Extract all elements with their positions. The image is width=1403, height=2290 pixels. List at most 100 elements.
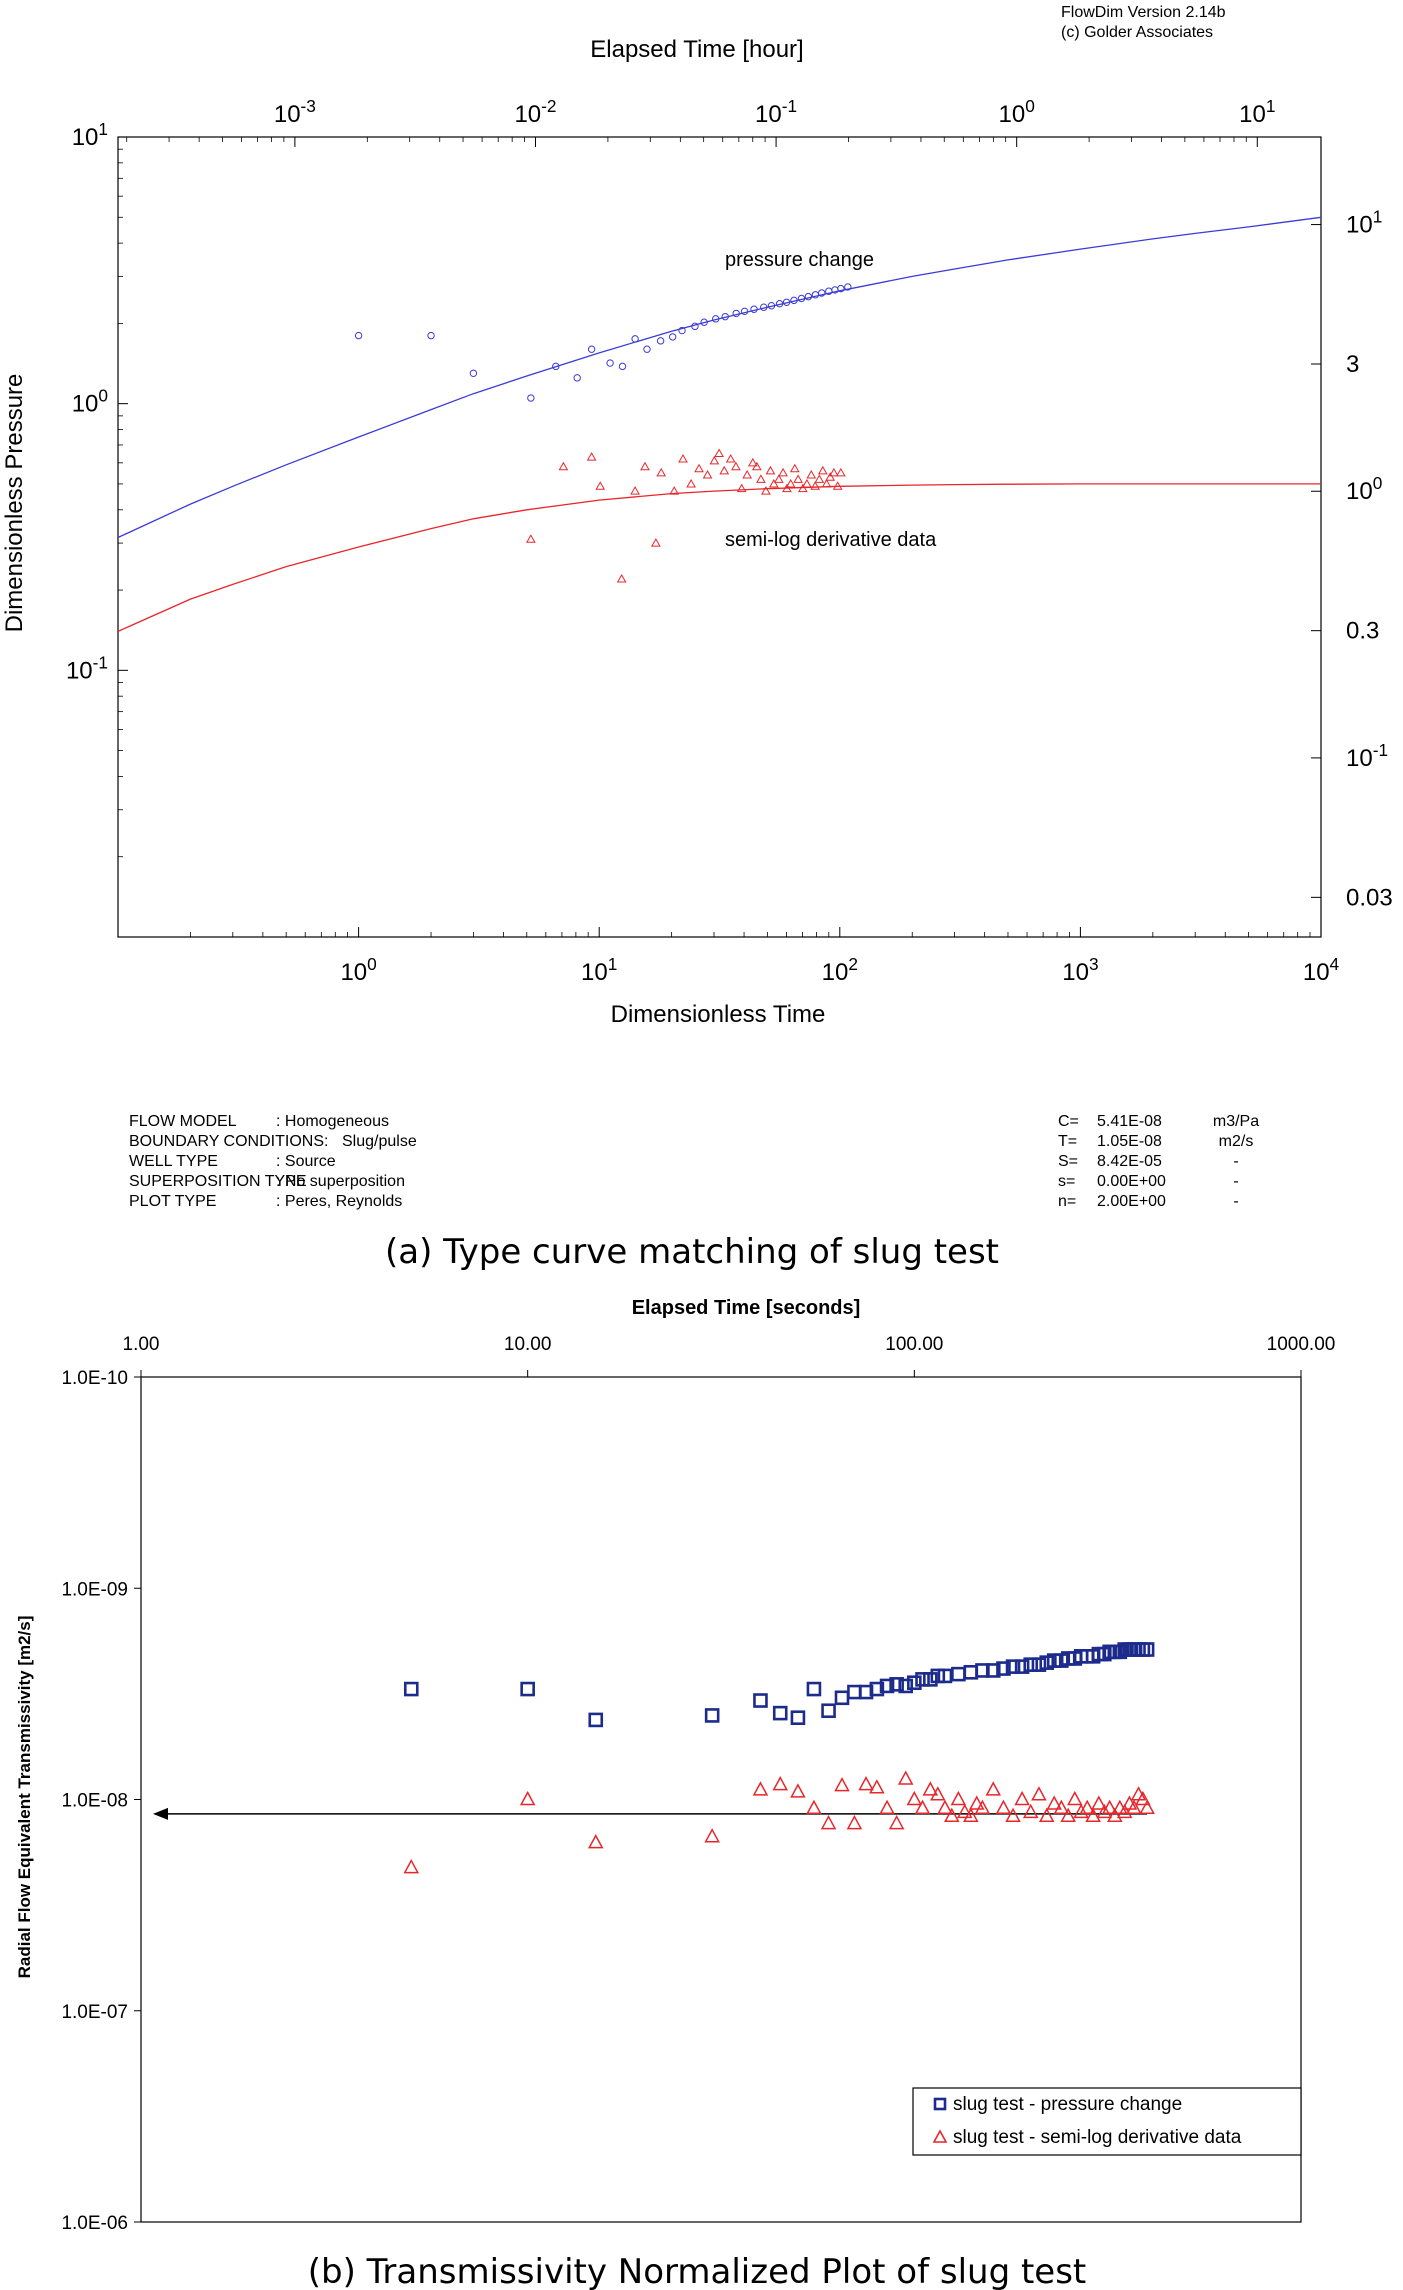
chart-b-tick-labels: 1.00 10.00 100.00 1000.00 1.0E-10 1.0E-09 1.0E… bbox=[61, 1334, 1335, 2234]
a-derivative-point bbox=[747, 457, 758, 467]
chart-a-x-axis-title: Dimensionless Time bbox=[611, 1001, 826, 1028]
a-derivative-point bbox=[714, 448, 724, 458]
a-derivative-point bbox=[709, 455, 720, 465]
a-x-tick-label: 104 bbox=[1303, 954, 1340, 986]
param-unit: - bbox=[1233, 1173, 1238, 1190]
b-derivative-point bbox=[914, 1799, 931, 1814]
a-derivative-point bbox=[793, 474, 803, 483]
b-derivative-point bbox=[1022, 1803, 1039, 1819]
a-y-tick-label: 101 bbox=[72, 119, 108, 151]
b-derivative-point bbox=[963, 1807, 979, 1822]
a-derivative-point bbox=[773, 474, 784, 483]
a-derivative-point bbox=[719, 465, 730, 475]
a-pressure-point bbox=[767, 302, 776, 310]
a-pressure-point bbox=[721, 312, 729, 321]
b-derivative-point bbox=[772, 1776, 789, 1791]
a-derivative-point bbox=[785, 478, 796, 488]
a-pressure-point bbox=[844, 283, 852, 291]
b-derivative-point bbox=[968, 1795, 985, 1810]
a-pressure-point bbox=[700, 318, 708, 326]
a-x-tick-label: 102 bbox=[822, 954, 858, 986]
info-value: : Peres, Reynolds bbox=[276, 1193, 402, 1210]
b-pressure-point bbox=[1014, 1659, 1030, 1674]
b-derivative-point bbox=[995, 1799, 1012, 1814]
a-pressure-point bbox=[656, 337, 665, 345]
a-pressure-point bbox=[740, 307, 749, 316]
a-derivative-point bbox=[814, 474, 825, 483]
a-x-tick-label: 100 bbox=[340, 954, 376, 986]
b-pressure-point bbox=[915, 1672, 930, 1687]
b-y-tick-label: 1.0E-08 bbox=[61, 1791, 128, 1812]
b-x-tick-label: 1.00 bbox=[123, 1334, 160, 1355]
b-derivative-point bbox=[1135, 1790, 1151, 1806]
b-pressure-point bbox=[847, 1684, 862, 1700]
b-derivative-point bbox=[1085, 1807, 1101, 1822]
b-derivative-point bbox=[820, 1814, 837, 1830]
a-pressure-point bbox=[782, 298, 791, 306]
a-right-tick-label: 0.03 bbox=[1346, 884, 1393, 911]
chart-a-caption: (a) Type curve matching of slug test bbox=[385, 1232, 999, 1272]
a-derivative-point bbox=[725, 454, 736, 463]
b-derivative-point bbox=[1139, 1799, 1155, 1814]
b-y-tick-label: 1.0E-06 bbox=[61, 2213, 128, 2234]
a-derivative-point bbox=[694, 463, 704, 473]
b-pressure-point bbox=[898, 1678, 914, 1694]
a-derivative-point bbox=[651, 538, 661, 547]
b-y-tick-label: 1.0E-07 bbox=[61, 2002, 128, 2023]
b-arrow-head bbox=[153, 1807, 168, 1820]
param-unit: m3/Pa bbox=[1213, 1113, 1259, 1130]
a-pressure-point bbox=[668, 333, 677, 341]
b-derivative-point bbox=[1067, 1790, 1083, 1806]
a-pressure-point bbox=[631, 335, 639, 343]
a-derivative-point bbox=[742, 470, 753, 479]
b-pressure-point bbox=[1031, 1657, 1047, 1672]
param-name: S= bbox=[1058, 1153, 1078, 1170]
b-pressure-point bbox=[821, 1703, 836, 1719]
b-derivative-point bbox=[888, 1814, 905, 1830]
b-derivative-point bbox=[858, 1776, 874, 1791]
a-pressure-point bbox=[804, 292, 813, 301]
a-derivative-point bbox=[802, 478, 812, 488]
b-pressure-point bbox=[1023, 1657, 1039, 1672]
chart-a-ticks bbox=[118, 136, 1322, 937]
b-derivative-point bbox=[1053, 1799, 1070, 1814]
legend-box bbox=[912, 2087, 1302, 2156]
info-label: SUPERPOSITION TYPE bbox=[129, 1173, 307, 1190]
param-value: 1.05E-08 bbox=[1097, 1133, 1162, 1150]
chart-a-top-axis-title: Elapsed Time [hour] bbox=[590, 36, 803, 63]
b-pressure-point bbox=[772, 1705, 788, 1721]
a-y-tick-label: 10-1 bbox=[66, 652, 108, 684]
b-derivative-point bbox=[879, 1799, 895, 1814]
b-pressure-point bbox=[704, 1708, 720, 1723]
a-pressure-point bbox=[643, 345, 651, 353]
b-derivative-point bbox=[403, 1858, 420, 1874]
a-derivative-point bbox=[640, 461, 650, 471]
chart-a-tick-labels: 100 101 102 103 104 101 100 10-1 10-3 10-2 10-1 100… bbox=[66, 96, 1393, 986]
b-derivative-point bbox=[974, 1799, 991, 1814]
a-x-tick-label: 101 bbox=[581, 954, 617, 986]
a-pressure-point bbox=[552, 362, 560, 371]
info-label: PLOT TYPE bbox=[129, 1193, 216, 1210]
a-derivative-point bbox=[702, 470, 713, 479]
b-pressure-point bbox=[869, 1681, 885, 1697]
a-top-tick-label: 10-2 bbox=[514, 96, 556, 128]
a-derivative-point bbox=[817, 465, 828, 475]
param-name: C= bbox=[1058, 1113, 1079, 1130]
b-x-tick-label: 10.00 bbox=[504, 1334, 552, 1355]
a-top-tick-label: 101 bbox=[1239, 96, 1275, 128]
b-derivative-point bbox=[1073, 1803, 1089, 1819]
a-derivative-point bbox=[731, 461, 741, 471]
b-derivative-point bbox=[869, 1779, 885, 1794]
chart-a-header-line2: (c) Golder Associates bbox=[1061, 24, 1213, 41]
b-pressure-point bbox=[1005, 1659, 1021, 1674]
chart-a-y-axis-title: Dimensionless Pressure bbox=[1, 374, 28, 633]
b-derivative-point bbox=[956, 1803, 973, 1819]
a-pressure-point bbox=[527, 394, 535, 402]
param-unit: m2/s bbox=[1219, 1133, 1254, 1150]
b-derivative-point bbox=[1014, 1790, 1030, 1806]
a-pressure-point bbox=[469, 369, 478, 377]
a-derivative-point bbox=[825, 472, 836, 481]
a-derivative-point bbox=[669, 486, 680, 495]
a-pressure-point bbox=[712, 315, 720, 323]
a-derivative-point bbox=[736, 483, 747, 493]
